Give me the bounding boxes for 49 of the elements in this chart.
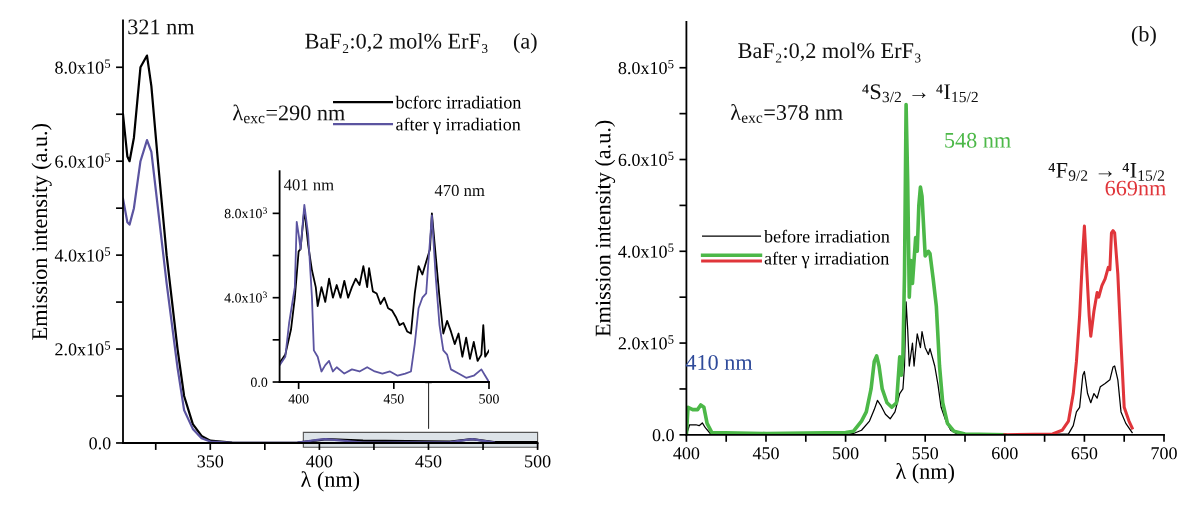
y-tick-label: 0.0 xyxy=(89,437,111,450)
legend-label: after γ irradiation xyxy=(764,251,890,269)
annotation: 470 nm xyxy=(434,184,485,197)
y-axis-title: Emission intensity (a.u.) xyxy=(31,123,52,340)
x-tick-label: 450 xyxy=(752,447,779,460)
x-tick-label: 400 xyxy=(673,447,700,460)
annotation: BaF₂:0,2 mol% ErF₃ xyxy=(738,42,921,63)
annotation: 548 nm xyxy=(945,132,1011,148)
y-tick-label: 8.0x10$^{5}$ xyxy=(55,59,111,74)
annotation: λ$_{exc}$=290 nm xyxy=(232,104,345,124)
x-tick-label: 350 xyxy=(197,455,224,468)
x-tick-label: 400 xyxy=(306,455,333,468)
y-tick-label: 0.0 xyxy=(250,377,268,388)
annotation: λ$_{exc}$=378 nm xyxy=(730,104,843,123)
x-tick-label: 450 xyxy=(383,394,404,404)
x-tick-label: 500 xyxy=(525,455,551,468)
y-tick-label: 2.0x10$^{5}$ xyxy=(618,335,674,350)
legend-label: after γ irradiation xyxy=(396,117,521,135)
x-tick-label: 550 xyxy=(912,447,939,460)
y-tick-label: 4.0x10$^{5}$ xyxy=(54,247,111,262)
x-tick-label: 500 xyxy=(833,447,859,460)
annotation: 321 nm xyxy=(128,19,195,35)
line-series xyxy=(1003,224,1134,435)
x-tick-label: 600 xyxy=(992,447,1018,460)
x-tick-label: 400 xyxy=(288,394,309,404)
annotation: (b) xyxy=(1131,25,1156,47)
y-tick-label: 0.0 xyxy=(652,429,674,442)
x-tick-label: 650 xyxy=(1071,447,1098,460)
y-tick-label: 6.0x10$^{5}$ xyxy=(55,153,111,168)
annotation: BaF₂:0,2 mol% ErF₃ xyxy=(305,33,488,54)
y-tick-label: 8.0x10$^{3}$ xyxy=(224,207,267,219)
x-tick-label: 700 xyxy=(1151,447,1177,460)
y-tick-label: 6.0x10$^{5}$ xyxy=(618,151,674,167)
y-tick-label: 4.0x10$^{5}$ xyxy=(618,243,674,258)
x-axis-title: λ (nm) xyxy=(301,471,360,492)
y-tick-label: 2.0x10$^{5}$ xyxy=(55,341,111,356)
y-tick-label: 4.0x10$^{3}$ xyxy=(224,291,267,303)
legend-label: bcforc irradiation xyxy=(395,95,522,109)
annotation: ⁴F$_{9/2}$ → ⁴I$_{15/2}$ xyxy=(1048,163,1165,181)
annotation: ⁴S$_{3/2}$ → ⁴I$_{15/2}$ xyxy=(862,84,978,103)
legend-label: before irradiation xyxy=(764,229,890,243)
x-tick-label: 450 xyxy=(415,455,442,468)
annotation: 669nm xyxy=(1105,180,1166,196)
annotation: (a) xyxy=(513,33,537,54)
y-axis-title: Emission intensity (a.u.) xyxy=(594,120,616,337)
x-tick-label: 500 xyxy=(479,394,499,404)
y-tick-label: 8.0x10$^{5}$ xyxy=(618,59,674,75)
annotation: 401 nm xyxy=(283,179,334,191)
x-axis-title: λ (nm) xyxy=(896,463,954,484)
